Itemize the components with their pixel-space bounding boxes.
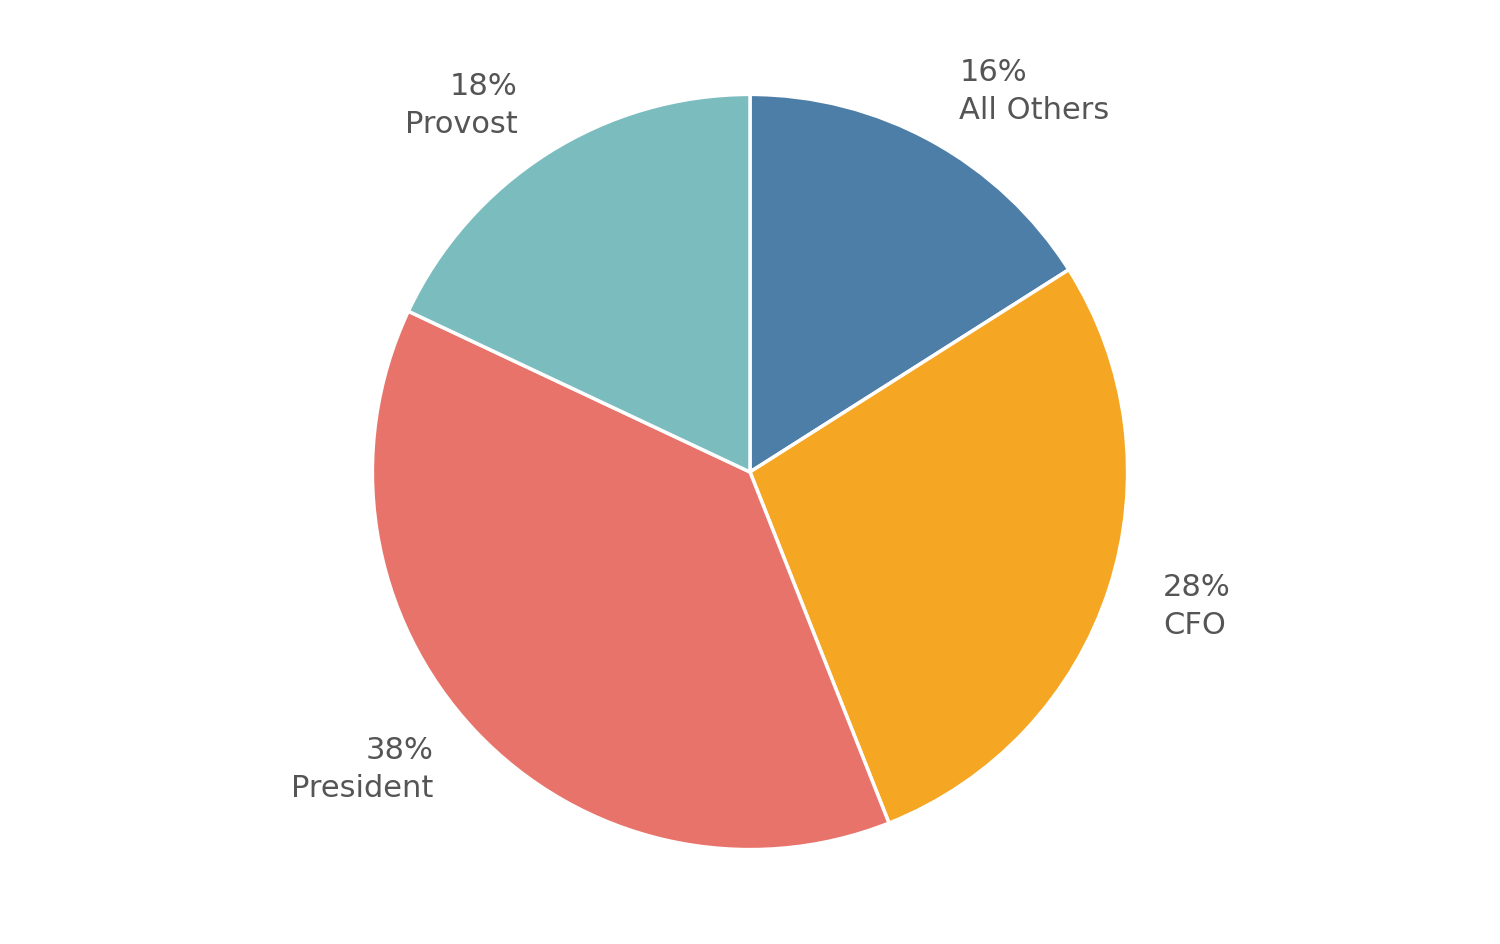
Text: 28%
CFO: 28% CFO xyxy=(1162,573,1230,640)
Wedge shape xyxy=(372,312,890,850)
Wedge shape xyxy=(408,94,750,472)
Text: 16%
All Others: 16% All Others xyxy=(958,58,1110,125)
Text: 38%
President: 38% President xyxy=(291,735,434,802)
Text: 18%
Provost: 18% Provost xyxy=(405,72,517,139)
Wedge shape xyxy=(750,270,1128,823)
Wedge shape xyxy=(750,94,1070,472)
